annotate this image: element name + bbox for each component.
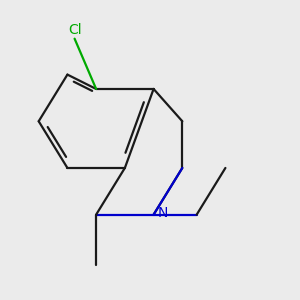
Text: Cl: Cl xyxy=(68,23,81,37)
Text: N: N xyxy=(157,206,168,220)
